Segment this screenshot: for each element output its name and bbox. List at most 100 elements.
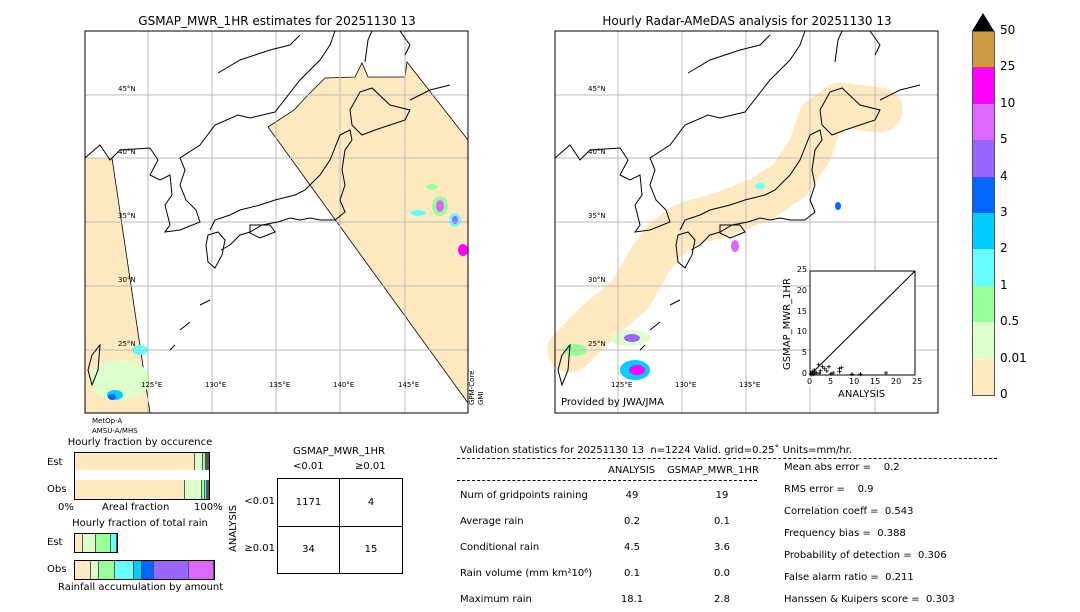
fraction-segment (115, 561, 134, 579)
stats-row-label: Rain volume (mm km²10⁶) (460, 568, 593, 579)
scatter-point (858, 372, 863, 377)
fraction-segment (141, 561, 155, 579)
total-rain-xlabel: Rainfall accumulation by amount (58, 582, 224, 593)
analysis-coverage (547, 82, 903, 373)
occurrence-chart (74, 452, 210, 500)
fraction-segment (75, 561, 92, 579)
scatter-point (812, 368, 817, 373)
colorbar-segment (972, 103, 994, 141)
stats-gsmap-value: 0.0 (714, 568, 730, 579)
right-map (547, 30, 939, 414)
stats-analysis-value: 18.1 (620, 594, 644, 605)
rain-cells (90, 184, 468, 400)
scatter-point (829, 371, 833, 376)
fraction-segment (111, 534, 117, 552)
fraction-segment (75, 480, 185, 499)
scatter-xtick: 20 (891, 377, 902, 387)
stats-gsmap-value: 19 (715, 490, 729, 501)
fraction-segment (208, 480, 210, 499)
contingency-table: 1171 4 34 15 (277, 478, 403, 574)
scatter-inset (808, 270, 916, 377)
lat-label: 30°N (588, 276, 606, 284)
scatter-ytick: 25 (796, 265, 807, 274)
scatter-point (817, 371, 822, 376)
colorbar-label: 2 (1000, 241, 1008, 256)
scatter-ytick: 10 (796, 327, 807, 337)
scatter-point (831, 370, 836, 375)
colorbar-segment (972, 285, 994, 323)
stats-row-label: Num of gridpoints raining (460, 490, 588, 501)
fraction-segment (204, 480, 207, 499)
stats-analysis-value: 4.5 (624, 542, 640, 553)
lon-label: 140°E (333, 381, 355, 389)
lat-label: 40°N (588, 148, 606, 156)
colorbar-segment (972, 322, 994, 359)
lat-label: 35°N (118, 212, 136, 220)
stats-score: RMS error = 0.9 (784, 484, 874, 495)
occ-xlabel: Areal fraction (102, 502, 170, 513)
colorbar-label: 25 (1000, 59, 1016, 74)
ct-cell: 1171 (295, 497, 322, 508)
stats-analysis-value: 0.1 (624, 568, 640, 579)
occ-row-est: Est (47, 457, 63, 468)
left-map (84, 30, 469, 414)
scatter-point (813, 370, 818, 375)
scatter-point (839, 365, 844, 370)
scatter-xtick: 10 (849, 377, 860, 387)
lat-label: 45°N (588, 85, 606, 93)
occ-x0: 0% (58, 502, 74, 513)
colorbar-label: 50 (1000, 23, 1016, 37)
fraction-segment (75, 453, 196, 470)
fraction-segment (99, 561, 116, 579)
colorbar-label: 1 (1000, 277, 1008, 292)
scatter-xtick: 5 (828, 377, 834, 387)
stats-score: Frequency bias = 0.388 (784, 528, 906, 539)
occ-row-obs: Obs (47, 484, 67, 495)
sat-label-gpm: GPM-Core GMI (468, 370, 485, 405)
occ-x1: 100% (194, 502, 223, 513)
stats-header: Validation statistics for 20251130 13 n=… (460, 445, 853, 456)
fraction-segment (75, 534, 84, 552)
tr-row-est: Est (47, 537, 63, 548)
total-rain-est-bar (74, 533, 118, 553)
scatter-point (810, 371, 815, 376)
scatter-xlabel: ANALYSIS (838, 389, 886, 400)
fraction-segment (91, 561, 100, 579)
stats-score: Mean abs error = 0.2 (784, 462, 900, 473)
scatter-point (822, 366, 827, 371)
ct-row-0: <0.01 (244, 496, 275, 507)
scatter-xtick: 25 (912, 377, 923, 387)
colorbar-label: 5 (1000, 132, 1008, 147)
lon-label: 125°E (611, 381, 633, 389)
lat-label: 30°N (118, 276, 136, 284)
colorbar-frame (972, 31, 995, 396)
scatter-ytick: 0 (801, 369, 807, 378)
colorbar-label: 10 (1000, 95, 1016, 110)
fraction-segment (195, 453, 204, 470)
scatter-xtick: 0 (807, 377, 813, 387)
lon-label: 125°E (141, 381, 163, 389)
scatter-point (820, 364, 825, 369)
stats-analysis-value: 49 (625, 490, 639, 501)
scatter-point (826, 364, 831, 369)
stats-gsmap-value: 2.8 (714, 594, 730, 605)
ct-cell: 4 (367, 497, 375, 508)
ct-cell: 34 (302, 544, 315, 555)
lat-label: 35°N (588, 212, 606, 220)
colorbar-label: 0 (1000, 387, 1008, 401)
stats-row-label: Conditional rain (460, 542, 540, 553)
fraction-segment (207, 453, 208, 470)
ct-col-1: ≥0.01 (355, 461, 386, 472)
total-rain-obs-bar (74, 560, 216, 580)
colorbar-segment (972, 213, 994, 250)
fraction-segment (205, 453, 207, 470)
credit: Provided by JWA/JMA (561, 397, 664, 408)
scatter-point (824, 368, 829, 373)
stats-gsmap-value: 0.1 (714, 516, 730, 527)
colorbar-label: 4 (1000, 168, 1008, 183)
fraction-segment (154, 561, 189, 579)
lat-label: 25°N (118, 340, 136, 348)
fraction-segment (206, 480, 209, 499)
fraction-segment (202, 480, 205, 499)
